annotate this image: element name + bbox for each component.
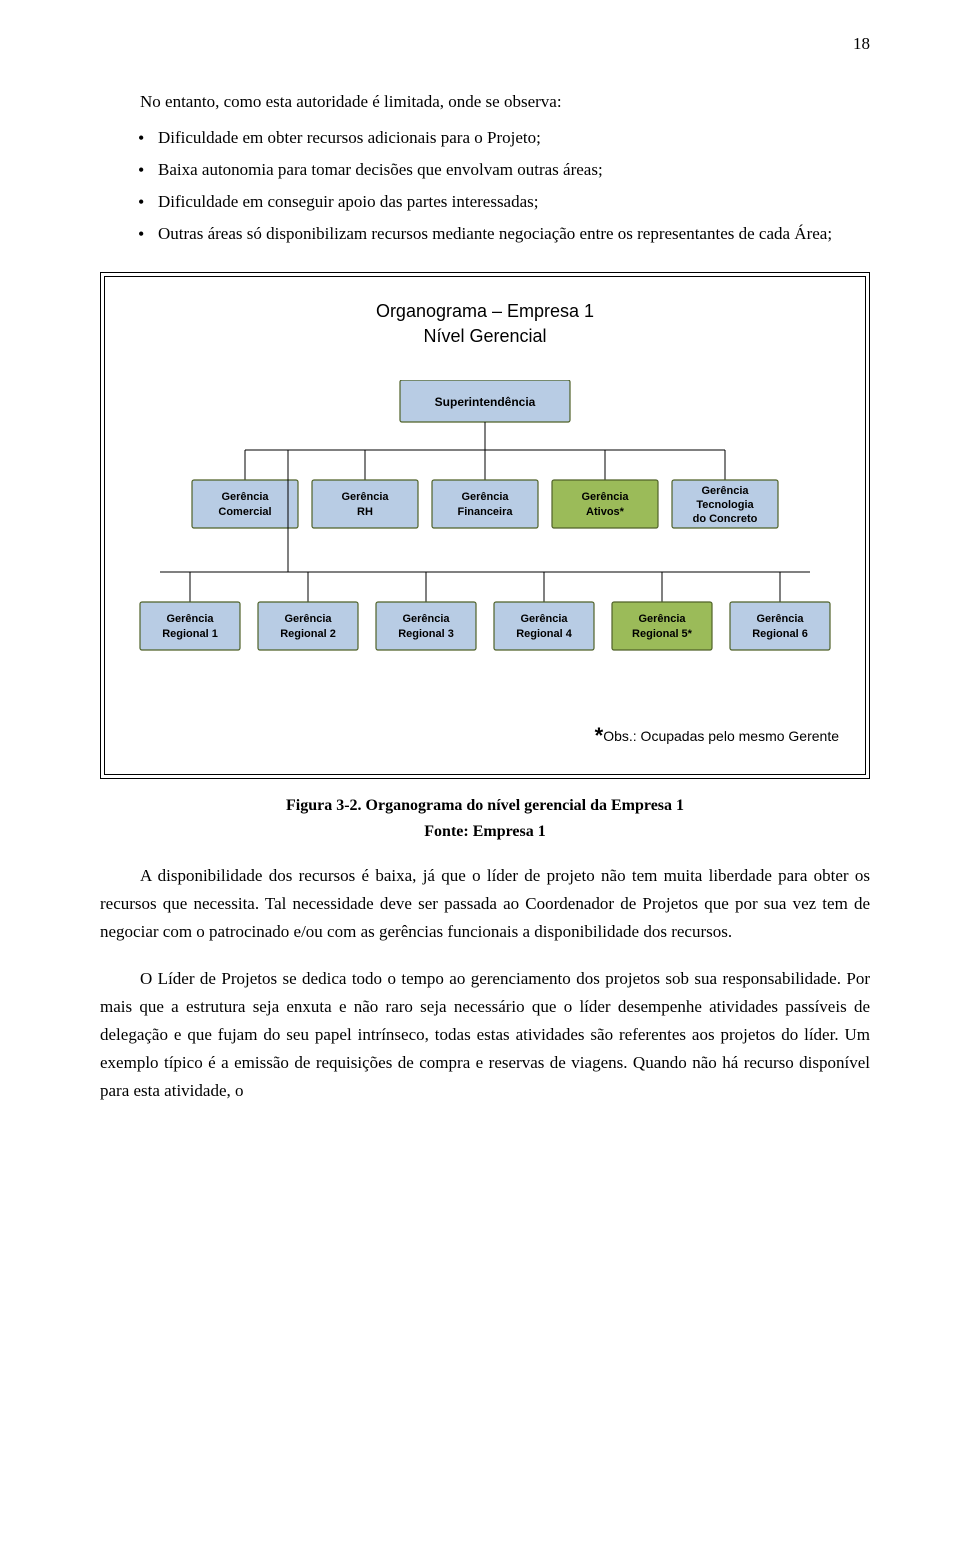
org-box-label: Ativos* (586, 506, 625, 518)
org-box-label: Regional 2 (280, 628, 336, 640)
org-box-label: Gerência (402, 613, 450, 625)
org-box-label: Gerência (284, 613, 332, 625)
org-box-label: Gerência (166, 613, 214, 625)
org-note-star: * (595, 723, 604, 748)
org-box-label: Gerência (581, 491, 629, 503)
body-paragraph: O Líder de Projetos se dedica todo o tem… (100, 965, 870, 1105)
org-chart-title: Organograma – Empresa 1 Nível Gerencial (121, 299, 849, 348)
org-box-label: Tecnologia (696, 499, 754, 511)
org-box-label: Gerência (638, 613, 686, 625)
list-item: Baixa autonomia para tomar decisões que … (100, 156, 870, 184)
bullet-list: Dificuldade em obter recursos adicionais… (100, 124, 870, 248)
org-root-label: Superintendência (435, 395, 536, 409)
org-box-label: Gerência (461, 491, 509, 503)
org-box-label: Gerência (341, 491, 389, 503)
org-box-label: do Concreto (693, 513, 758, 525)
org-title-line1: Organograma – Empresa 1 (376, 301, 594, 321)
org-chart: Organograma – Empresa 1 Nível Gerencial … (104, 276, 866, 775)
org-chart-frame: Organograma – Empresa 1 Nível Gerencial … (100, 272, 870, 779)
org-box-label: Gerência (520, 613, 568, 625)
org-title-line2: Nível Gerencial (423, 326, 546, 346)
intro-paragraph: No entanto, como esta autoridade é limit… (100, 88, 870, 116)
figure-source: Fonte: Empresa 1 (100, 819, 870, 845)
org-box-label: Regional 3 (398, 628, 454, 640)
org-chart-svg: Superintendência Gerência Comercial Gerê… (130, 380, 840, 690)
list-item: Dificuldade em conseguir apoio das parte… (100, 188, 870, 216)
list-item: Outras áreas só disponibilizam recursos … (100, 220, 870, 248)
body-paragraph: A disponibilidade dos recursos é baixa, … (100, 862, 870, 946)
org-note-text: Obs.: Ocupadas pelo mesmo Gerente (603, 728, 839, 744)
org-box-label: Regional 6 (752, 628, 808, 640)
org-box-label: Comercial (218, 506, 271, 518)
page-number: 18 (100, 30, 870, 58)
org-box-label: Regional 1 (162, 628, 218, 640)
org-box-label: Financeira (457, 506, 513, 518)
org-box-label: Gerência (701, 485, 749, 497)
figure-caption: Figura 3-2. Organograma do nível gerenci… (100, 793, 870, 844)
org-chart-note: *Obs.: Ocupadas pelo mesmo Gerente (121, 718, 849, 754)
figure-caption-text: Figura 3-2. Organograma do nível gerenci… (286, 797, 684, 814)
list-item: Dificuldade em obter recursos adicionais… (100, 124, 870, 152)
org-box-label: Gerência (221, 491, 269, 503)
org-box-label: Regional 4 (516, 628, 573, 640)
org-box-label: Gerência (756, 613, 804, 625)
org-box-label: Regional 5* (632, 628, 693, 640)
org-box-label: RH (357, 506, 373, 518)
